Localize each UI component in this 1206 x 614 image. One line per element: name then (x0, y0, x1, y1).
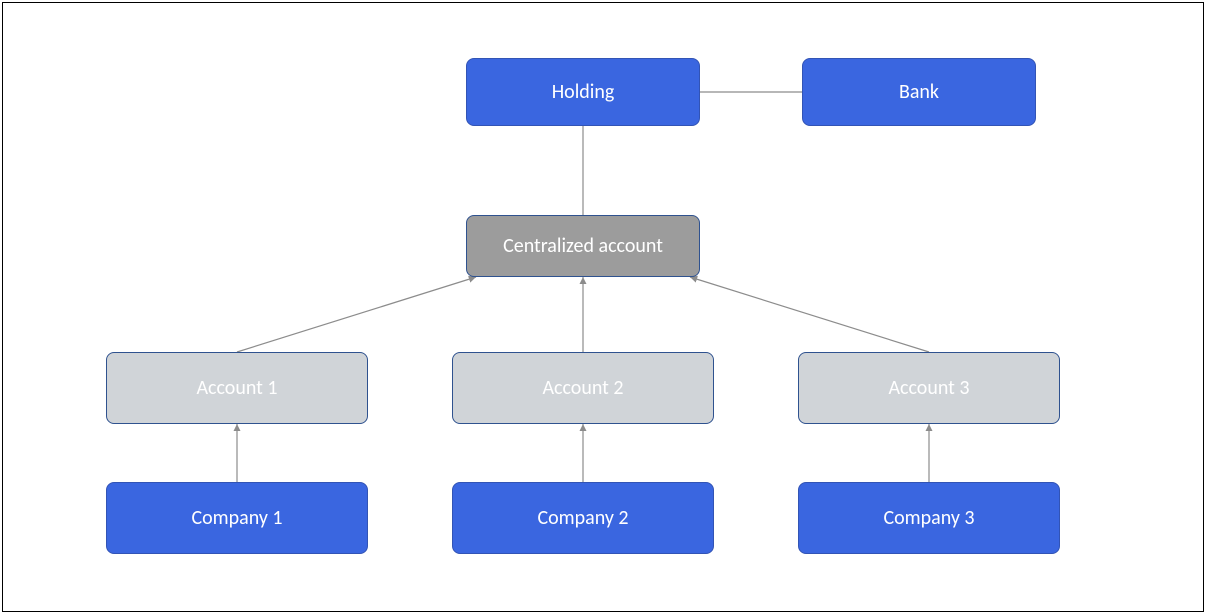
node-bank: Bank (802, 58, 1036, 126)
node-comp2: Company 2 (452, 482, 714, 554)
node-label: Company 1 (191, 506, 282, 530)
node-central: Centralized account (466, 215, 700, 277)
node-label: Account 2 (542, 376, 623, 400)
node-label: Centralized account (503, 234, 663, 258)
node-holding: Holding (466, 58, 700, 126)
node-label: Bank (899, 80, 939, 104)
node-comp1: Company 1 (106, 482, 368, 554)
node-label: Account 3 (888, 376, 969, 400)
node-acc3: Account 3 (798, 352, 1060, 424)
node-comp3: Company 3 (798, 482, 1060, 554)
node-label: Holding (552, 80, 615, 104)
node-label: Company 3 (883, 506, 974, 530)
node-label: Company 2 (537, 506, 628, 530)
node-label: Account 1 (196, 376, 277, 400)
node-acc2: Account 2 (452, 352, 714, 424)
node-acc1: Account 1 (106, 352, 368, 424)
